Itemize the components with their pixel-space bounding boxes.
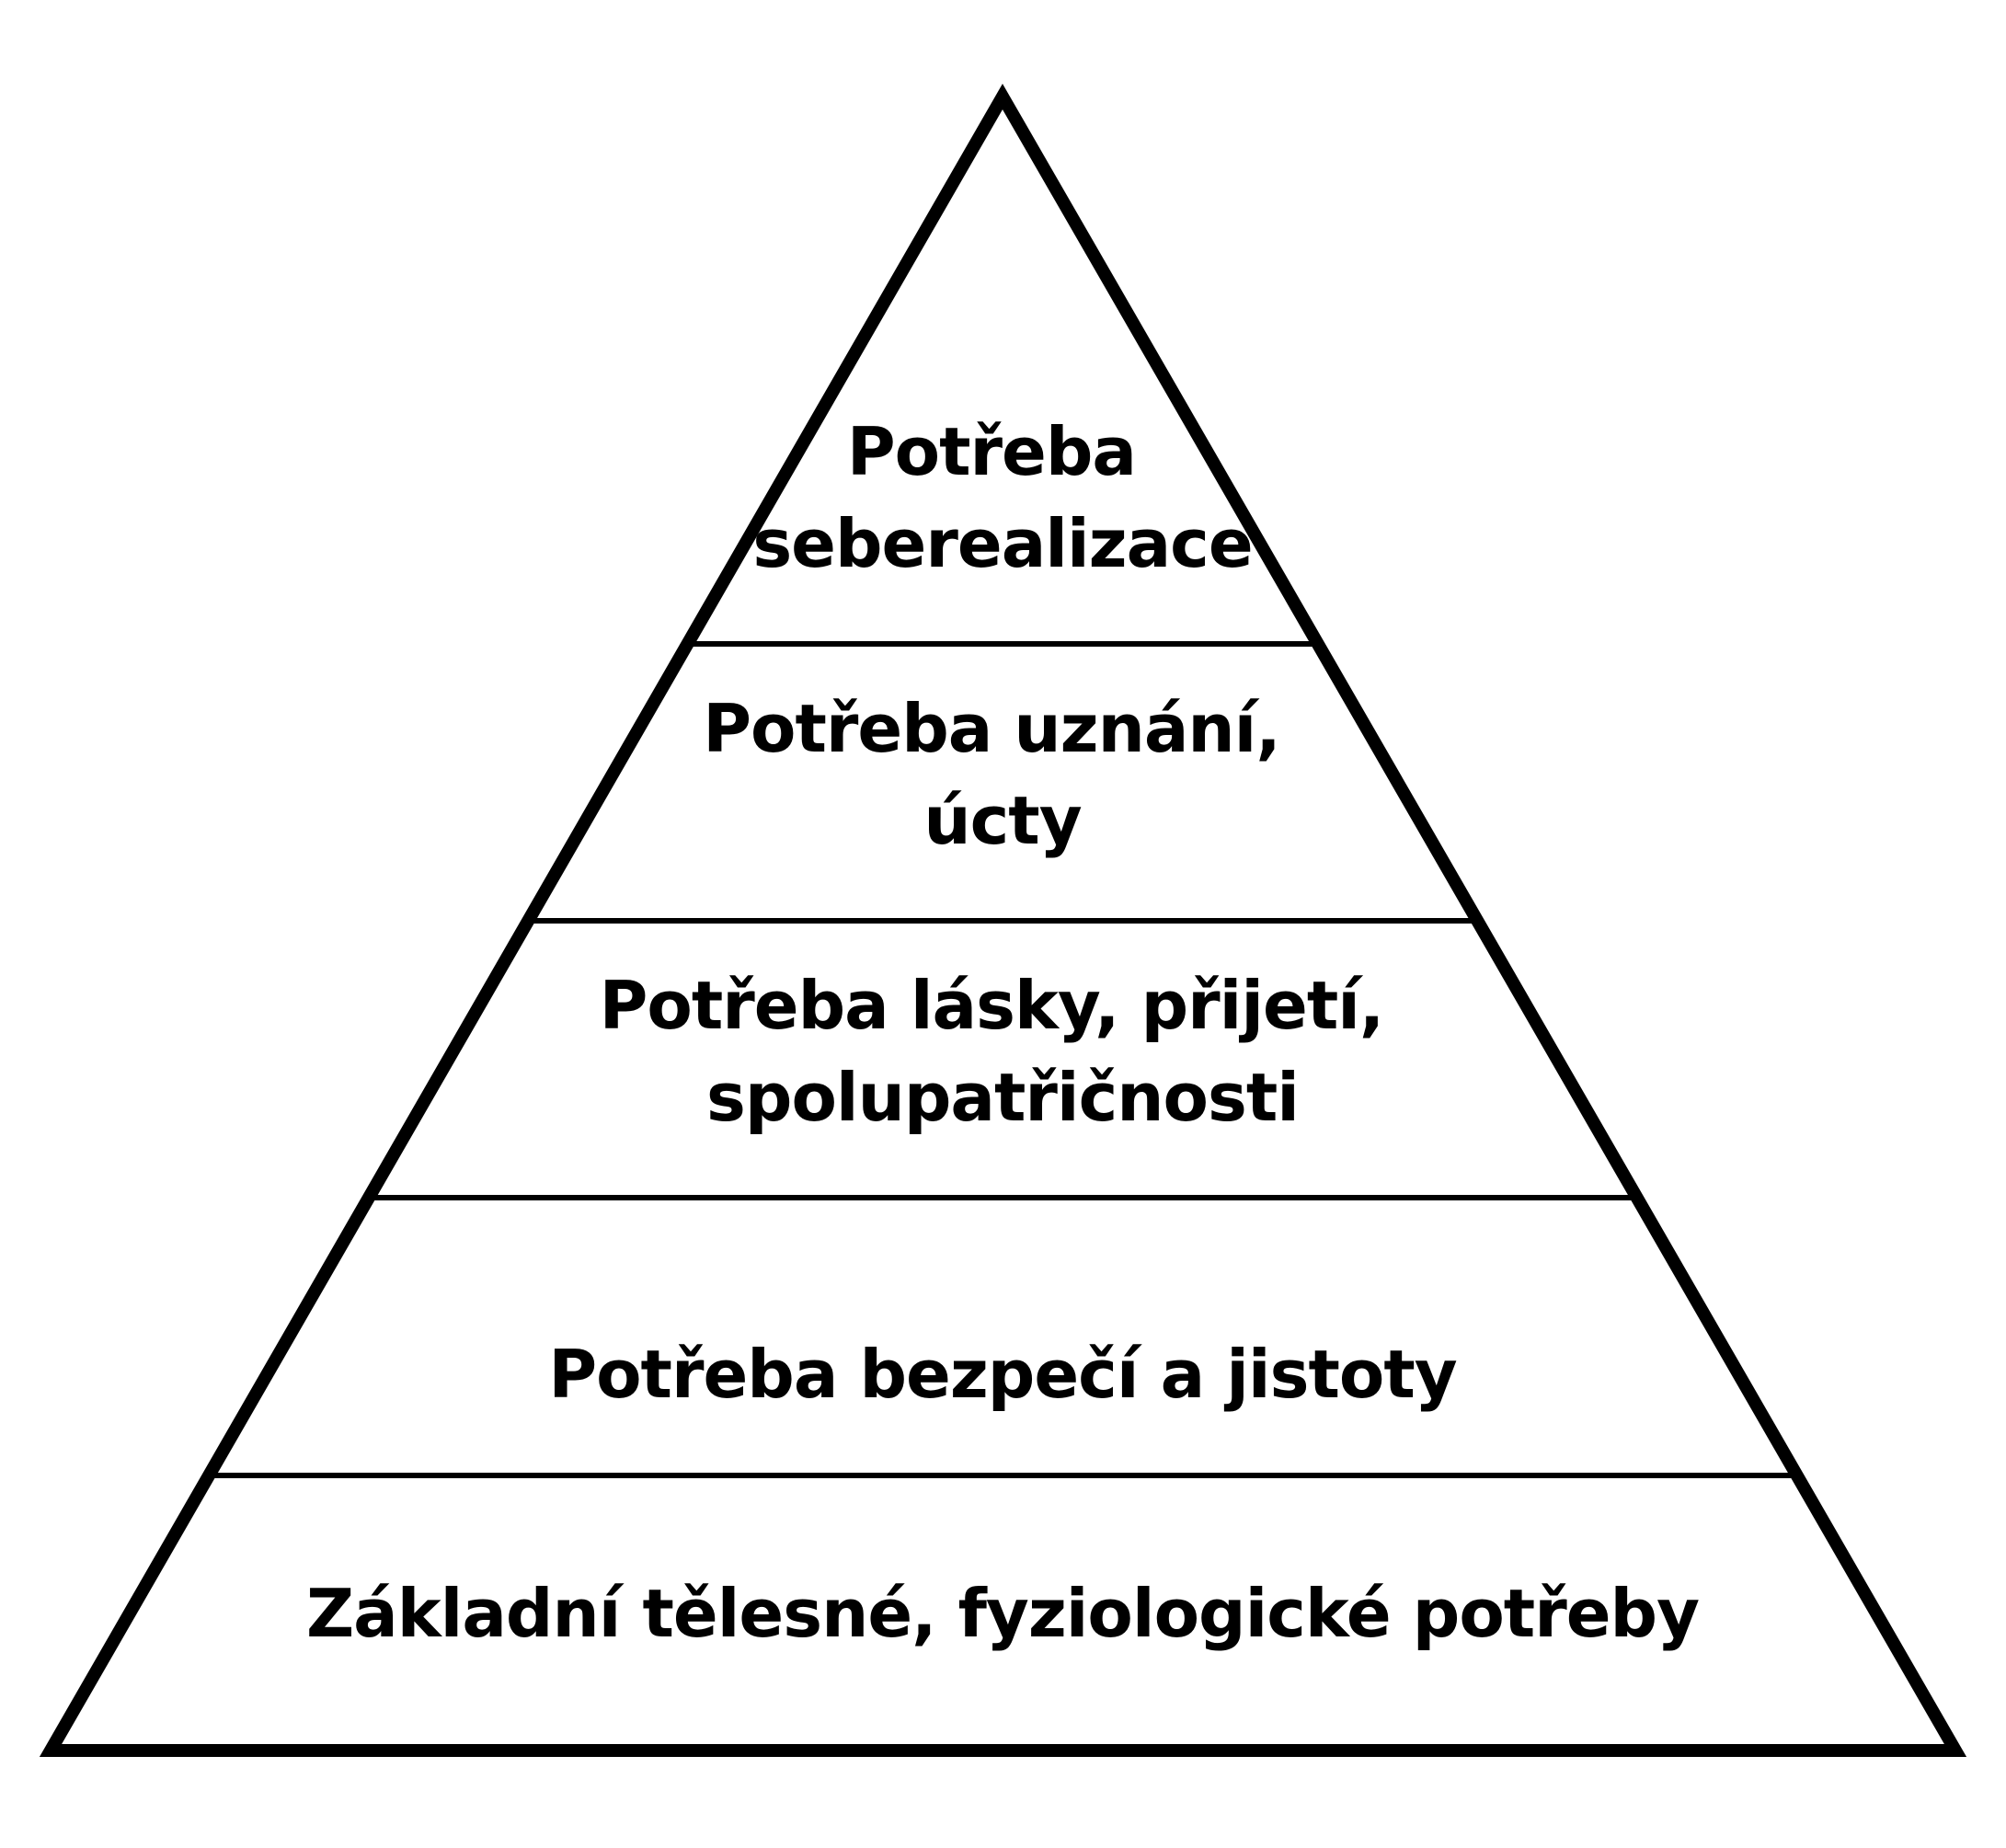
level-3-line-1: Potřeba lásky, přijetí, — [600, 967, 1384, 1044]
level-3-label: Potřeba lásky, přijetí, spolupatřičnosti — [600, 967, 1406, 1136]
level-4-label: Potřeba bezpečí a jistoty — [548, 1336, 1456, 1413]
level-2-label: Potřeba uznání, úcty — [703, 690, 1302, 859]
level-1-label: Potřeba seberealizace — [752, 413, 1252, 582]
level-1-line-1: Potřeba — [847, 413, 1136, 490]
level-2-line-1: Potřeba uznání, — [703, 690, 1279, 767]
level-5-line-1: Základní tělesné, fyziologické potřeby — [306, 1575, 1699, 1652]
level-4-line-1: Potřeba bezpečí a jistoty — [548, 1336, 1456, 1413]
level-5-label: Základní tělesné, fyziologické potřeby — [306, 1575, 1699, 1652]
level-labels: Potřeba seberealizace Potřeba uznání, úc… — [306, 413, 1700, 1652]
level-3-line-2: spolupatřičnosti — [706, 1059, 1299, 1136]
level-1-line-2: seberealizace — [752, 505, 1252, 582]
level-dividers — [209, 641, 1797, 1478]
level-2-line-2: úcty — [923, 782, 1081, 859]
